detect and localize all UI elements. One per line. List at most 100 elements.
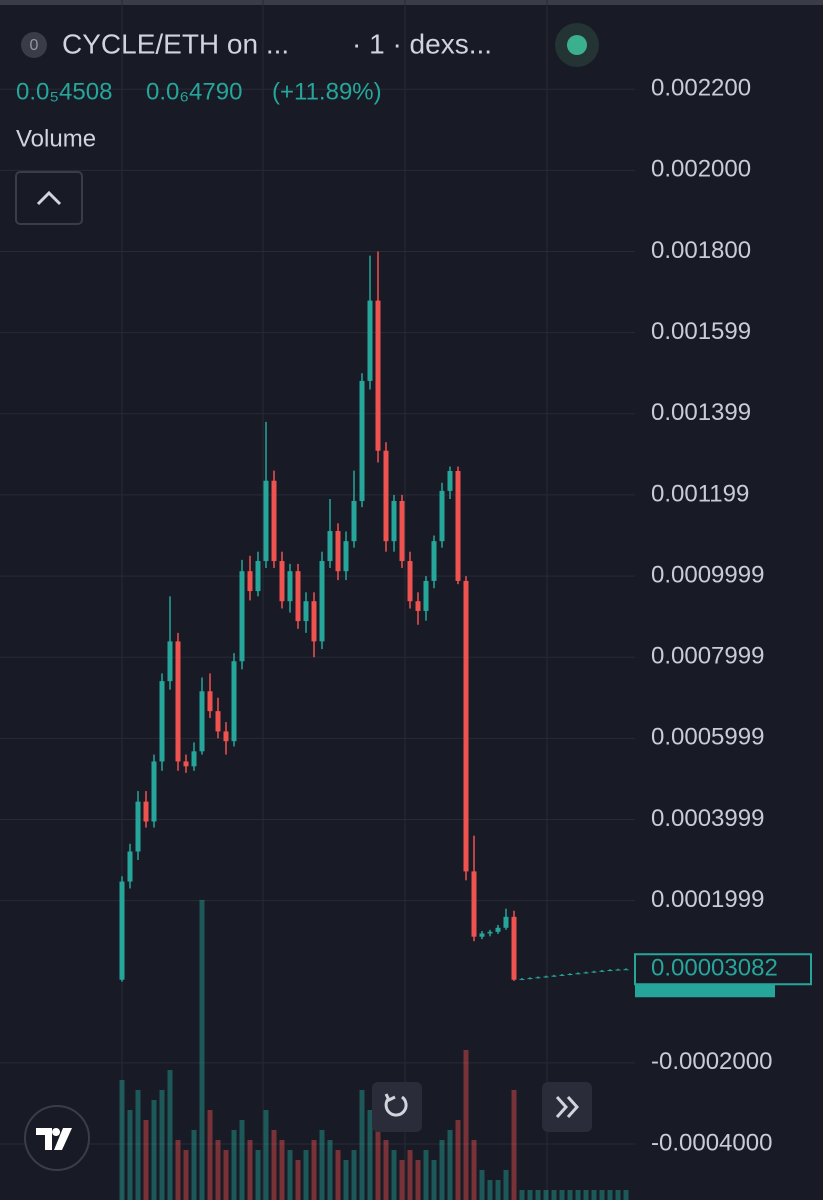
- candle-body: [511, 916, 517, 980]
- candle-body: [471, 871, 477, 937]
- volume-bar: [279, 1140, 285, 1200]
- candle-body: [375, 300, 381, 451]
- symbol: CYCLE/ETH on ...: [62, 28, 289, 59]
- volume-bar: [551, 1190, 557, 1200]
- volume: [119, 900, 629, 1200]
- volume-bar: [335, 1150, 341, 1200]
- current-price-box: [634, 953, 812, 986]
- volume-bar: [439, 1140, 445, 1200]
- volume-bar: [159, 1090, 165, 1200]
- volume-bar: [255, 1150, 261, 1200]
- volume-bar: [527, 1190, 533, 1200]
- candle-body: [175, 641, 181, 762]
- candle-body: [191, 751, 197, 767]
- candle-body: [351, 501, 357, 542]
- candle-body: [447, 470, 453, 491]
- price-grid: [0, 88, 635, 1145]
- volume-bar: [407, 1150, 413, 1200]
- y-tick-label: 0.002200: [651, 75, 751, 102]
- close-value: 0.0₆4790: [146, 78, 242, 105]
- volume-bar: [319, 1130, 325, 1200]
- candle-body: [503, 916, 509, 928]
- candle-body: [551, 975, 557, 977]
- collapse-icon: [36, 190, 62, 206]
- volume-bar: [199, 900, 205, 1200]
- volume-bar: [599, 1190, 605, 1200]
- interval: · 1 · dexs...: [352, 28, 492, 59]
- volume-bar: [567, 1190, 573, 1200]
- current-price-label: 0.00003082: [651, 955, 778, 982]
- candle-body: [383, 450, 389, 542]
- price-axis: 0.002200 0.002000 0.001800 0.001599 0.001399…: [634, 75, 812, 1156]
- candle-body: [159, 681, 165, 762]
- candle-body: [615, 969, 621, 971]
- badge-text: 0: [30, 37, 39, 54]
- badge: [21, 32, 47, 58]
- candle-body: [303, 601, 309, 622]
- volume-bar: [119, 1080, 125, 1200]
- y-tick-label: 0.001199: [651, 480, 749, 507]
- y-tick-label: 0.001399: [651, 399, 751, 426]
- candle-body: [223, 731, 229, 742]
- volume-bar: [247, 1140, 253, 1200]
- volume-bar: [583, 1190, 589, 1200]
- candle-body: [399, 501, 405, 562]
- volume-bar: [503, 1170, 509, 1200]
- volume-bar: [223, 1150, 229, 1200]
- candle-body: [143, 801, 149, 822]
- volume-bar: [295, 1160, 301, 1200]
- candle-body: [127, 851, 133, 882]
- y-tick-label: -0.0002000: [651, 1048, 772, 1075]
- candle-body: [231, 661, 237, 742]
- volume-bar: [575, 1190, 581, 1200]
- volume-bar: [215, 1140, 221, 1200]
- candle-body: [359, 380, 365, 502]
- volume-bar: [423, 1150, 429, 1200]
- candle-body: [263, 480, 269, 562]
- candle-body: [215, 711, 221, 732]
- logo-icon: [36, 1128, 72, 1150]
- volume-bar: [519, 1190, 525, 1200]
- reset-button[interactable]: [372, 1082, 422, 1132]
- candle-body: [295, 571, 301, 622]
- volume-bar: [455, 1120, 461, 1200]
- candle-body: [407, 561, 413, 602]
- candle-body: [463, 580, 469, 872]
- volume-bar: [183, 1150, 189, 1200]
- volume-bar: [327, 1140, 333, 1200]
- candle-body: [247, 571, 253, 592]
- candle-body: [327, 531, 333, 562]
- volume-bar: [263, 1110, 269, 1200]
- candle-body: [151, 761, 157, 822]
- candle-body: [239, 571, 245, 662]
- y-tick-label: 0.0003999: [651, 805, 764, 832]
- candle-body: [311, 601, 317, 642]
- collapse-button[interactable]: [15, 171, 83, 225]
- volume-bar: [615, 1190, 621, 1200]
- candles: [119, 251, 629, 982]
- status-dot: [567, 35, 587, 55]
- candle-body: [575, 973, 581, 975]
- volume-bar: [359, 1090, 365, 1200]
- logo-button[interactable]: [24, 1105, 90, 1171]
- candle-body: [271, 480, 277, 562]
- reset-icon: [384, 1095, 408, 1117]
- candle-body: [135, 801, 141, 852]
- candle-body: [255, 561, 261, 592]
- volume-bar: [311, 1140, 317, 1200]
- candle-body: [431, 541, 437, 581]
- study-label: Volume: [16, 125, 96, 152]
- volume-bar: [607, 1190, 613, 1200]
- candle-body: [527, 978, 533, 980]
- change-value: (+11.89%): [272, 78, 382, 105]
- volume-bar: [431, 1160, 437, 1200]
- volume-bar: [239, 1120, 245, 1200]
- volume-bar: [479, 1170, 485, 1200]
- candle-body: [623, 969, 629, 971]
- controls: [24, 1082, 592, 1171]
- candle-body: [519, 978, 525, 980]
- volume-bar: [495, 1180, 501, 1200]
- candle-body: [207, 691, 213, 712]
